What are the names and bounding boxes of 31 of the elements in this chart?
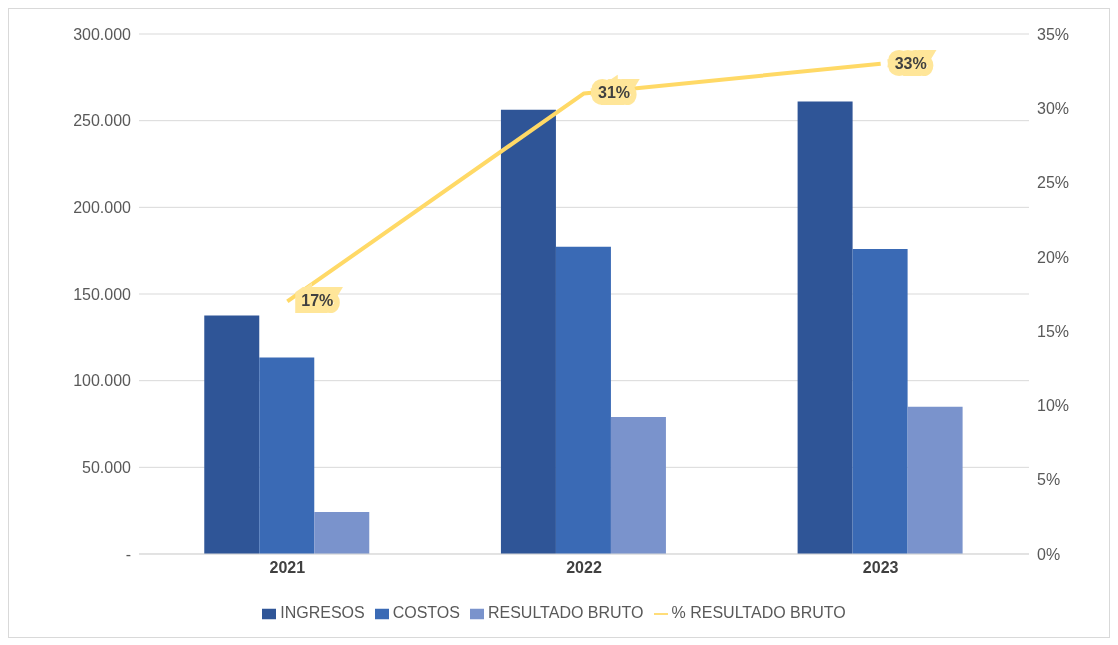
legend-label: RESULTADO BRUTO [487, 604, 644, 621]
y-tick-label: 100.000 [73, 372, 132, 390]
y2-tick-label: 35% [1037, 25, 1070, 43]
y2-tick-label: 25% [1037, 174, 1070, 192]
legend-label: COSTOS [392, 604, 460, 621]
bar [797, 101, 853, 554]
x-tick-label: 2023 [862, 559, 899, 577]
y-tick-label: 200.000 [73, 199, 132, 217]
bar [852, 248, 908, 554]
y-tick-label: 150.000 [73, 285, 132, 303]
bar [500, 109, 556, 554]
legend-label: INGRESOS [280, 604, 365, 621]
y2-tick-label: 20% [1037, 248, 1070, 266]
bar [610, 416, 666, 554]
y2-tick-label: 5% [1037, 471, 1061, 489]
y-tick-label: 250.000 [73, 112, 132, 130]
y2-tick-label: 30% [1037, 99, 1070, 117]
y2-tick-label: 0% [1037, 545, 1061, 563]
y-tick-label: - [125, 545, 131, 563]
bar [259, 357, 315, 554]
y-tick-label: 50.000 [82, 459, 132, 477]
bar [204, 315, 260, 554]
x-tick-label: 2021 [269, 559, 306, 577]
legend-label: % RESULTADO BRUTO [671, 604, 846, 621]
bar [555, 246, 611, 554]
x-tick-label: 2022 [566, 559, 602, 577]
y2-tick-label: 10% [1037, 397, 1070, 415]
y2-tick-label: 15% [1037, 322, 1070, 340]
bar [907, 406, 963, 554]
bar [314, 512, 370, 554]
y-tick-label: 300.000 [73, 25, 132, 43]
